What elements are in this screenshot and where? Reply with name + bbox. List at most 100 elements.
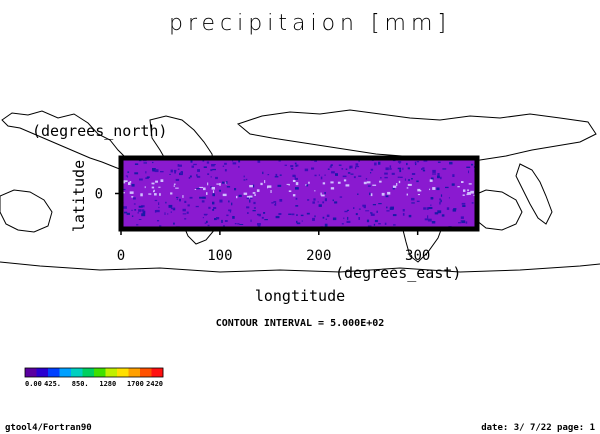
heatmap-cell (322, 182, 326, 185)
heatmap-cell (311, 167, 315, 170)
heatmap-cell (370, 212, 373, 214)
heatmap-cell (471, 202, 474, 204)
heatmap-cell (330, 187, 335, 190)
heatmap-cell (397, 167, 402, 170)
heatmap-cell (313, 198, 316, 201)
heatmap-cell (211, 164, 215, 167)
heatmap-cell (154, 199, 158, 202)
heatmap-cell (238, 166, 240, 168)
heatmap-cell (392, 186, 395, 190)
heatmap-cell (290, 165, 294, 168)
heatmap-cell (260, 182, 263, 186)
heatmap-cell (306, 212, 310, 215)
heatmap-cell (396, 183, 398, 186)
heatmap-cell (173, 185, 175, 187)
heatmap-cell (142, 160, 147, 162)
heatmap-cell (169, 173, 171, 175)
footer-left: gtool4/Fortran90 (5, 423, 92, 433)
heatmap-cell (411, 197, 415, 201)
heatmap-cell (219, 199, 223, 203)
heatmap-cell (431, 197, 434, 199)
heatmap-cell (187, 204, 190, 207)
heatmap-cell (314, 159, 317, 162)
heatmap-cell (253, 184, 255, 188)
heatmap-cell (387, 191, 391, 195)
heatmap-cell (358, 208, 361, 210)
heatmap-cell (358, 160, 360, 162)
colorbar-swatch (105, 368, 118, 377)
heatmap-cell (275, 202, 277, 206)
heatmap-cell (386, 210, 390, 212)
heatmap-cell (127, 171, 130, 173)
heatmap-cell (202, 196, 206, 199)
heatmap-cell (206, 192, 208, 195)
heatmap-cell (232, 160, 234, 162)
heatmap-cell (453, 208, 457, 210)
heatmap-cell (406, 162, 408, 166)
heatmap-cell (308, 181, 310, 184)
heatmap-cell (346, 209, 349, 211)
heatmap-cell (152, 168, 156, 171)
heatmap-cell (468, 170, 469, 174)
heatmap-cell (330, 164, 333, 166)
heatmap-cell (134, 209, 137, 211)
heatmap-cell (253, 201, 256, 205)
heatmap-cell (221, 219, 223, 223)
heatmap-cell (341, 223, 344, 225)
heatmap-cell (243, 192, 248, 195)
colorbar-swatch (94, 368, 106, 377)
heatmap-cell (247, 212, 249, 214)
heatmap-cell (305, 184, 308, 186)
heatmap-cell (445, 186, 449, 189)
colorbar-label: 1280 (99, 380, 116, 388)
footer-right: date: 3/ 7/22 page: 1 (481, 423, 595, 433)
heatmap-cell (224, 220, 228, 222)
heatmap-cell (408, 214, 412, 218)
heatmap-cell (212, 201, 215, 205)
heatmap-cell (326, 214, 330, 217)
heatmap-cell (429, 188, 431, 191)
heatmap-cell (344, 210, 348, 213)
heatmap-cell (228, 209, 232, 212)
heatmap-cell (216, 217, 220, 220)
heatmap-cell (175, 178, 180, 181)
heatmap-texture (121, 158, 478, 231)
heatmap-cell (184, 218, 187, 220)
heatmap-cell (320, 192, 322, 196)
colorbar-swatch (36, 368, 49, 377)
heatmap-cell (264, 219, 268, 221)
y-axis-units: (degrees_north) (32, 122, 167, 140)
colorbar-label: 1700 (127, 380, 144, 388)
heatmap-cell (131, 215, 134, 217)
heatmap-cell (261, 216, 264, 219)
heatmap-cell (300, 214, 304, 217)
heatmap-cell (141, 209, 145, 212)
heatmap-cell (432, 173, 436, 175)
heatmap-cell (441, 214, 445, 217)
heatmap-cell (367, 185, 371, 187)
heatmap-cell (322, 201, 325, 204)
heatmap-cell (414, 161, 417, 165)
heatmap-cell (466, 166, 471, 168)
heatmap-cell (411, 178, 413, 180)
heatmap-cell (199, 186, 203, 188)
heatmap-cell (186, 211, 189, 214)
heatmap-cell (136, 224, 139, 226)
heatmap-cell (306, 184, 309, 187)
heatmap-cell (239, 224, 244, 225)
heatmap-cell (473, 194, 475, 196)
heatmap-cell (154, 169, 159, 173)
heatmap-cell (334, 201, 338, 204)
heatmap-cell (127, 176, 129, 178)
heatmap-cell (437, 175, 440, 179)
heatmap-cell (417, 194, 420, 196)
heatmap-cell (184, 200, 187, 203)
heatmap-cell (430, 204, 432, 206)
heatmap-cell (295, 197, 298, 200)
heatmap-cell (397, 176, 400, 178)
heatmap-cell (369, 192, 371, 196)
heatmap-cell (295, 164, 299, 167)
heatmap-cell (427, 215, 429, 219)
heatmap-cell (129, 181, 132, 183)
